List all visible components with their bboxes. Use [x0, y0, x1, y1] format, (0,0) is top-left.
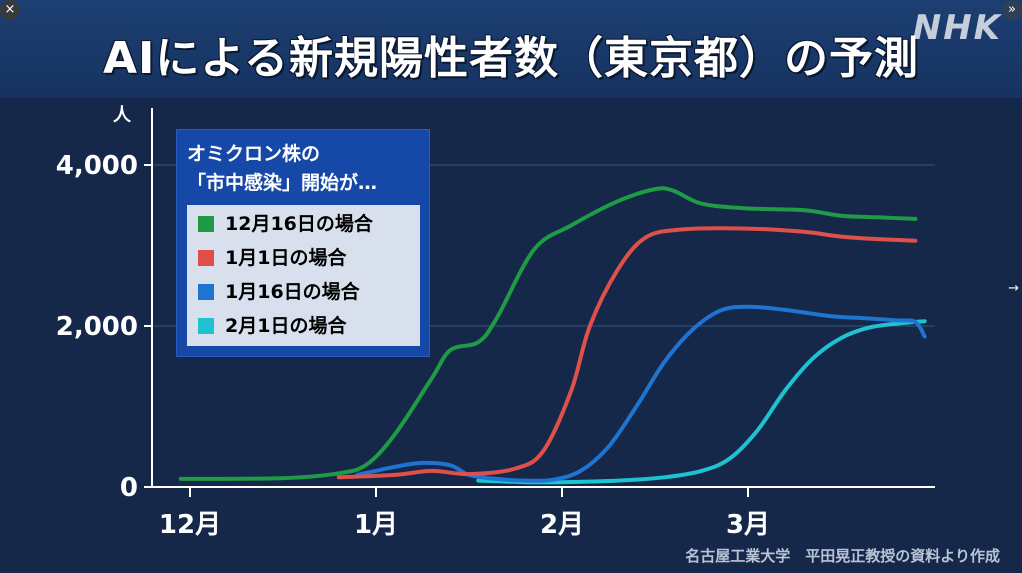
arrow-right-icon[interactable]: → [1008, 281, 1019, 296]
legend: オミクロン株の 「市中感染」開始が… 12月16日の場合 1月1日の場合 1月1… [176, 129, 430, 357]
series-line-jan1 [336, 226, 918, 480]
next-icon[interactable]: » [1002, 0, 1022, 20]
header-bar [0, 0, 1022, 98]
legend-swatch-jan1 [198, 250, 214, 266]
y-axis-unit: 人 [113, 105, 132, 126]
series-line-dec16 [178, 186, 918, 481]
legend-label-dec16: 12月16日の場合 [225, 213, 373, 235]
legend-label-jan16: 1月16日の場合 [225, 281, 360, 303]
y-tick-label-1: 2,000 [56, 312, 138, 342]
legend-items: 12月16日の場合 1月1日の場合 1月16日の場合 2月1日の場合 [187, 205, 420, 346]
x-tick-label-3: 3月 [726, 510, 770, 540]
legend-title: オミクロン株の 「市中感染」開始が… [187, 140, 377, 198]
legend-swatch-jan16 [198, 284, 214, 300]
x-tick-label-0: 12月 [159, 510, 221, 540]
legend-swatch-dec16 [198, 216, 214, 232]
y-tick-label-0: 0 [120, 473, 138, 503]
x-tick-label-1: 1月 [354, 510, 398, 540]
legend-title-line-1: オミクロン株の [187, 143, 321, 165]
x-tick-label-2: 2月 [540, 510, 584, 540]
close-icon[interactable]: × [0, 0, 20, 20]
source-note: 名古屋工業大学 平田晃正教授の資料より作成 [685, 547, 1000, 565]
legend-label-feb1: 2月1日の場合 [225, 315, 347, 337]
nhk-logo: NHK [912, 8, 1002, 48]
legend-swatch-feb1 [198, 318, 214, 334]
legend-title-line-2: 「市中感染」開始が… [187, 172, 378, 194]
chart-title: AIによる新規陽性者数（東京都）の予測 [102, 33, 920, 84]
series-line-jan16 [355, 304, 927, 483]
legend-label-jan1: 1月1日の場合 [225, 247, 347, 269]
y-tick-label-2: 4,000 [56, 151, 138, 181]
series-line-feb1 [476, 319, 927, 485]
